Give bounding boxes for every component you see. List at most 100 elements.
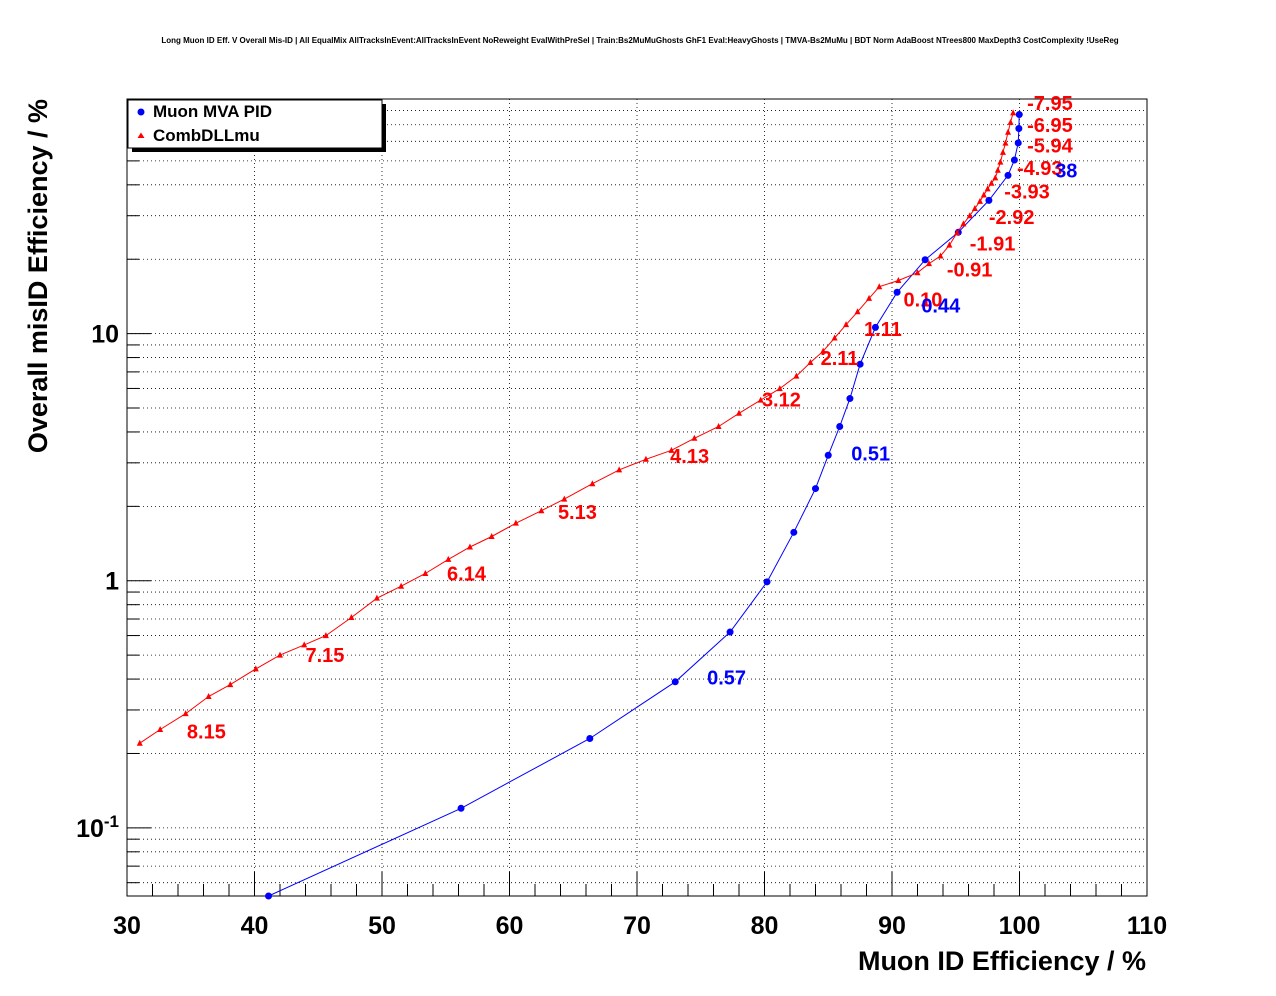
- data-point: [157, 726, 164, 733]
- y-tick-labels: 10-1 1 10: [76, 321, 119, 843]
- data-point: [836, 422, 844, 430]
- data-point: [422, 569, 429, 576]
- x-tick-label: 100: [999, 912, 1041, 940]
- data-point: [820, 347, 827, 354]
- data-point: [205, 693, 212, 700]
- data-point: [265, 892, 273, 900]
- data-point: [586, 734, 594, 742]
- data-point: [871, 323, 879, 331]
- threshold-label: 2.11: [821, 348, 859, 370]
- threshold-label: 8.15: [187, 721, 226, 743]
- data-point: [757, 396, 764, 403]
- data-point: [561, 495, 568, 502]
- x-axis-title: Muon ID Efficiency / %: [858, 946, 1146, 976]
- data-point: [843, 321, 850, 328]
- data-point: [976, 197, 983, 204]
- data-point: [182, 710, 189, 717]
- legend-label-combdllmu: CombDLLmu: [153, 126, 260, 145]
- threshold-label: 7.15: [306, 645, 345, 667]
- threshold-label: -7.95: [1027, 93, 1073, 115]
- data-point: [954, 229, 961, 236]
- series-line: [268, 114, 1020, 897]
- legend-marker-combdllmu: [137, 132, 145, 138]
- data-point: [790, 528, 798, 536]
- data-point: [980, 191, 987, 198]
- data-point: [277, 651, 283, 658]
- y-tick-label: 10: [91, 321, 119, 349]
- data-point: [854, 308, 861, 315]
- data-point: [1010, 109, 1017, 116]
- legend-box: [127, 99, 383, 149]
- data-point: [984, 185, 991, 192]
- data-point: [348, 613, 355, 620]
- x-tick-label: 60: [496, 912, 524, 940]
- y-tick-label: 1: [105, 568, 119, 596]
- x-tick-label: 70: [623, 912, 651, 940]
- data-point: [793, 372, 800, 379]
- x-tick-label: 110: [1127, 912, 1167, 940]
- data-point: [1007, 118, 1014, 125]
- data-point: [925, 260, 932, 267]
- data-point: [1015, 125, 1023, 133]
- threshold-label: -6.95: [1027, 115, 1073, 137]
- data-point: [997, 158, 1004, 165]
- data-point: [893, 288, 901, 296]
- data-point: [538, 507, 545, 514]
- data-point: [642, 455, 649, 462]
- data-point: [227, 681, 234, 688]
- x-tick-labels: 30 40 50 60 70 80 90 100 110: [113, 912, 1167, 940]
- data-point: [895, 277, 902, 284]
- data-point: [457, 804, 465, 812]
- threshold-label: 0.57: [707, 668, 746, 690]
- data-point: [301, 641, 308, 648]
- threshold-label: 38: [1055, 161, 1077, 183]
- data-point: [488, 533, 495, 540]
- data-point: [946, 241, 953, 248]
- data-point: [252, 665, 259, 672]
- threshold-label: 0.10: [903, 289, 942, 311]
- data-point: [985, 196, 993, 204]
- y-tick-label: 10-1: [76, 812, 119, 843]
- threshold-label: -4.93: [1017, 158, 1063, 180]
- series-combdllmu: [136, 109, 1017, 746]
- data-point: [966, 212, 973, 219]
- threshold-label: -3.93: [1004, 182, 1050, 204]
- series: [136, 109, 1023, 900]
- x-tick-label: 30: [113, 912, 141, 940]
- data-point: [921, 256, 929, 264]
- data-point: [1015, 111, 1023, 119]
- data-point: [988, 179, 995, 186]
- data-point: [1014, 139, 1022, 147]
- data-point: [1002, 139, 1009, 146]
- data-point: [398, 582, 405, 589]
- threshold-label: 0.44: [921, 295, 961, 317]
- data-point: [914, 269, 921, 276]
- x-tick-label: 90: [878, 912, 906, 940]
- data-point: [856, 360, 864, 368]
- data-point: [812, 485, 819, 493]
- data-point: [466, 543, 473, 550]
- threshold-label: 6.14: [447, 564, 487, 586]
- data-point: [512, 519, 519, 526]
- x-tick-label: 80: [751, 912, 779, 940]
- threshold-label: -2.92: [989, 207, 1035, 229]
- data-point: [1005, 128, 1012, 135]
- threshold-label: -0.91: [947, 260, 993, 282]
- threshold-label: 0.51: [851, 443, 890, 465]
- series-muon-mva-pid: [265, 111, 1023, 900]
- data-point: [866, 294, 873, 301]
- x-tick-label: 50: [368, 912, 396, 940]
- y-axis-title: Overall misID Efficiency / %: [23, 99, 53, 453]
- data-point: [960, 220, 967, 227]
- data-point: [726, 628, 734, 636]
- data-point: [937, 252, 944, 259]
- data-point: [824, 451, 832, 459]
- threshold-label: -1.91: [970, 233, 1016, 255]
- threshold-label: 3.12: [762, 389, 801, 411]
- data-point: [136, 739, 143, 746]
- data-point: [589, 480, 596, 487]
- data-point: [322, 632, 329, 639]
- legend-marker-muon-mva: [137, 108, 145, 116]
